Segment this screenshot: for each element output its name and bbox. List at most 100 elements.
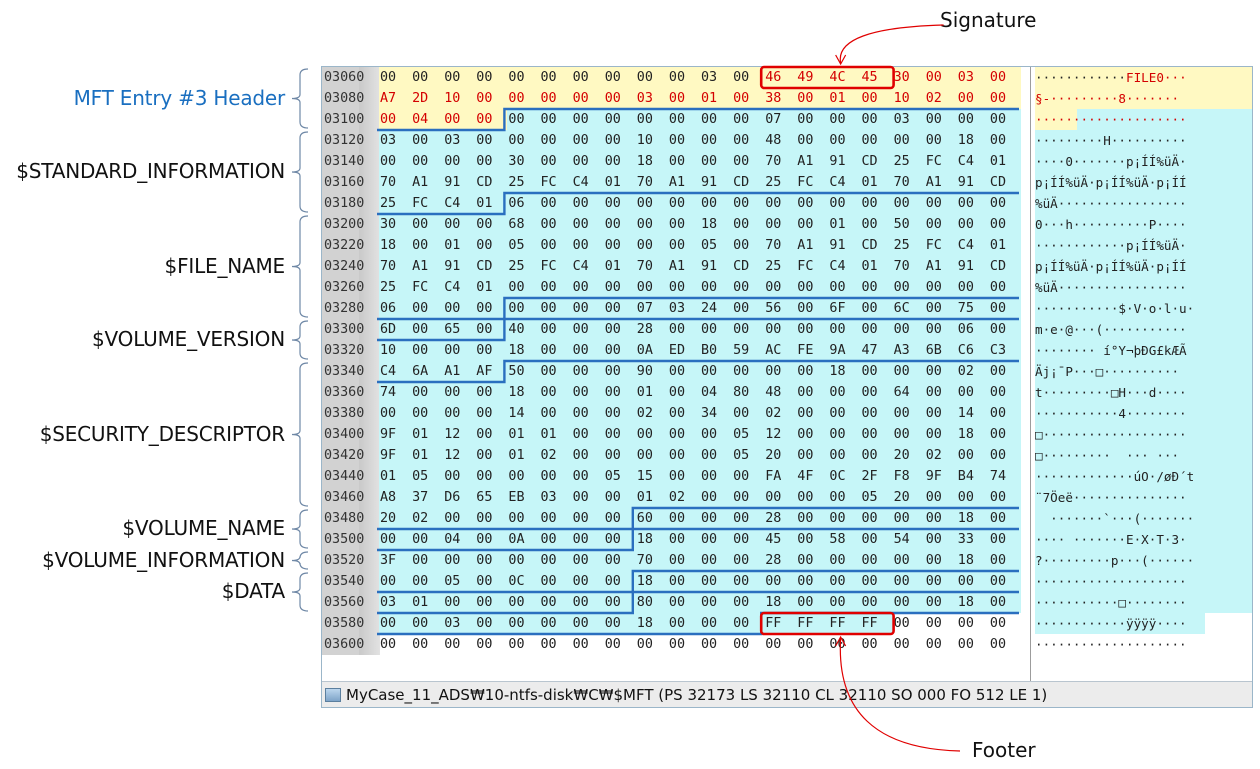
hex-byte[interactable]: 00 (797, 322, 814, 337)
hex-byte[interactable]: 28 (765, 553, 782, 568)
hex-byte[interactable]: 00 (733, 595, 750, 610)
hex-byte[interactable]: 00 (701, 595, 718, 610)
hex-byte[interactable]: A1 (797, 238, 814, 253)
hex-byte[interactable]: 05 (861, 490, 878, 505)
hex-byte[interactable]: 00 (412, 574, 429, 589)
hex-row[interactable]: 03140 00 00 00 00 30 00 00 00 18 00 00 00 70 A1 91 CD 25 F… (322, 151, 1252, 172)
hex-byte[interactable]: 00 (797, 112, 814, 127)
hex-byte[interactable]: 00 (380, 616, 397, 631)
hex-byte[interactable]: 00 (476, 427, 493, 442)
hex-row[interactable]: 03200 30 00 00 00 68 00 00 00 00 00 18 00 00 00 01 00 50 0… (322, 214, 1252, 235)
hex-byte[interactable]: 00 (733, 154, 750, 169)
hex-byte[interactable]: 00 (829, 322, 846, 337)
hex-byte[interactable]: 01 (861, 259, 878, 274)
hex-byte[interactable]: 48 (765, 133, 782, 148)
hex-byte[interactable]: 00 (412, 406, 429, 421)
hex-byte[interactable]: 18 (957, 133, 974, 148)
hex-byte[interactable]: B4 (957, 469, 974, 484)
hex-byte[interactable]: 00 (540, 364, 557, 379)
hex-byte[interactable]: 04 (701, 385, 718, 400)
hex-byte[interactable]: 00 (893, 280, 910, 295)
hex-byte[interactable]: 00 (989, 112, 1007, 127)
hex-byte[interactable]: 00 (829, 280, 846, 295)
hex-byte[interactable]: 01 (989, 154, 1007, 169)
hex-byte[interactable]: 00 (508, 616, 525, 631)
hex-byte[interactable]: 00 (636, 448, 653, 463)
hex-byte[interactable]: 00 (540, 469, 557, 484)
hex-byte[interactable]: 00 (444, 70, 461, 85)
hex-byte[interactable]: 00 (989, 322, 1007, 337)
hex-byte[interactable]: 00 (733, 196, 750, 211)
hex-byte[interactable]: 00 (701, 112, 718, 127)
hex-byte[interactable]: 00 (380, 112, 397, 127)
hex-byte[interactable]: 00 (540, 637, 557, 652)
hex-byte[interactable]: 00 (733, 574, 750, 589)
hex-byte[interactable]: 00 (668, 154, 686, 169)
hex-byte[interactable]: 91 (957, 259, 974, 274)
hex-byte[interactable]: 00 (636, 70, 653, 85)
hex-byte[interactable]: 00 (701, 448, 718, 463)
hex-byte[interactable]: 00 (412, 616, 429, 631)
hex-byte[interactable]: 01 (476, 280, 493, 295)
hex-byte[interactable]: 00 (508, 133, 525, 148)
hex-byte[interactable]: 6B (925, 343, 942, 358)
hex-byte[interactable]: 00 (476, 322, 493, 337)
hex-byte[interactable]: 25 (765, 175, 782, 190)
hex-row[interactable]: 03300 6D 00 65 00 40 00 00 00 28 00 00 00 00 00 00 00 00 0… (322, 319, 1252, 340)
hex-byte[interactable]: A1 (668, 259, 686, 274)
hex-byte[interactable]: 00 (412, 343, 429, 358)
hex-byte[interactable]: 00 (572, 91, 589, 106)
hex-byte[interactable]: 00 (797, 574, 814, 589)
hex-byte[interactable]: 00 (829, 448, 846, 463)
hex-byte[interactable]: 37 (412, 490, 429, 505)
hex-byte[interactable]: 70 (765, 238, 782, 253)
hex-byte[interactable]: 00 (861, 637, 878, 652)
hex-byte[interactable]: C4 (572, 259, 589, 274)
hex-byte[interactable]: 25 (765, 259, 782, 274)
hex-byte[interactable]: 00 (668, 70, 686, 85)
hex-byte[interactable]: 00 (572, 196, 589, 211)
hex-byte[interactable]: 00 (797, 448, 814, 463)
hex-byte[interactable]: D6 (444, 490, 461, 505)
hex-byte[interactable]: 00 (668, 91, 686, 106)
hex-byte[interactable]: 01 (476, 196, 493, 211)
hex-viewer[interactable]: 03060 00 00 00 00 00 00 00 00 00 00 03 00 46 49 4C 45 30 0… (321, 66, 1253, 708)
hex-byte[interactable]: 2D (412, 91, 429, 106)
hex-byte[interactable]: 00 (797, 196, 814, 211)
hex-byte[interactable]: 00 (989, 385, 1007, 400)
hex-row[interactable]: 03480 20 02 00 00 00 00 00 00 60 00 00 00 28 00 00 00 00 0… (322, 508, 1252, 529)
hex-byte[interactable]: 00 (925, 511, 942, 526)
hex-row[interactable]: 03100 00 04 00 00 00 00 00 00 00 00 00 00 07 00 00 00 03 0… (322, 109, 1252, 130)
hex-byte[interactable]: 00 (861, 427, 878, 442)
hex-byte[interactable]: 00 (701, 469, 718, 484)
hex-byte[interactable]: A1 (797, 154, 814, 169)
hex-byte[interactable]: 00 (893, 511, 910, 526)
hex-byte[interactable]: 00 (701, 364, 718, 379)
hex-byte[interactable]: 00 (797, 301, 814, 316)
hex-byte[interactable]: 00 (540, 574, 557, 589)
hex-byte[interactable]: 00 (572, 637, 589, 652)
hex-byte[interactable]: AC (765, 343, 782, 358)
hex-byte[interactable]: 00 (572, 364, 589, 379)
hex-byte[interactable]: 01 (829, 91, 846, 106)
hex-row[interactable]: 03560 03 01 00 00 00 00 00 00 80 00 00 00 18 00 00 00 00 0… (322, 592, 1252, 613)
hex-byte[interactable]: 00 (797, 217, 814, 232)
hex-byte[interactable]: 70 (893, 259, 910, 274)
hex-byte[interactable]: 00 (668, 469, 686, 484)
hex-byte[interactable]: 00 (733, 70, 750, 85)
hex-byte[interactable]: 25 (893, 154, 910, 169)
hex-byte[interactable]: 91 (829, 154, 846, 169)
hex-byte[interactable]: 00 (380, 406, 397, 421)
hex-byte[interactable]: 00 (733, 469, 750, 484)
hex-byte[interactable]: 00 (412, 385, 429, 400)
hex-byte[interactable]: 00 (604, 70, 621, 85)
hex-byte[interactable]: 00 (540, 133, 557, 148)
hex-byte[interactable]: 9F (380, 448, 397, 463)
hex-byte[interactable]: 00 (701, 133, 718, 148)
hex-byte[interactable]: 00 (476, 133, 493, 148)
hex-byte[interactable]: C4 (957, 238, 974, 253)
hex-byte[interactable]: 00 (604, 427, 621, 442)
hex-byte[interactable]: 00 (989, 427, 1007, 442)
hex-byte[interactable]: 65 (476, 490, 493, 505)
hex-byte[interactable]: 18 (957, 595, 974, 610)
